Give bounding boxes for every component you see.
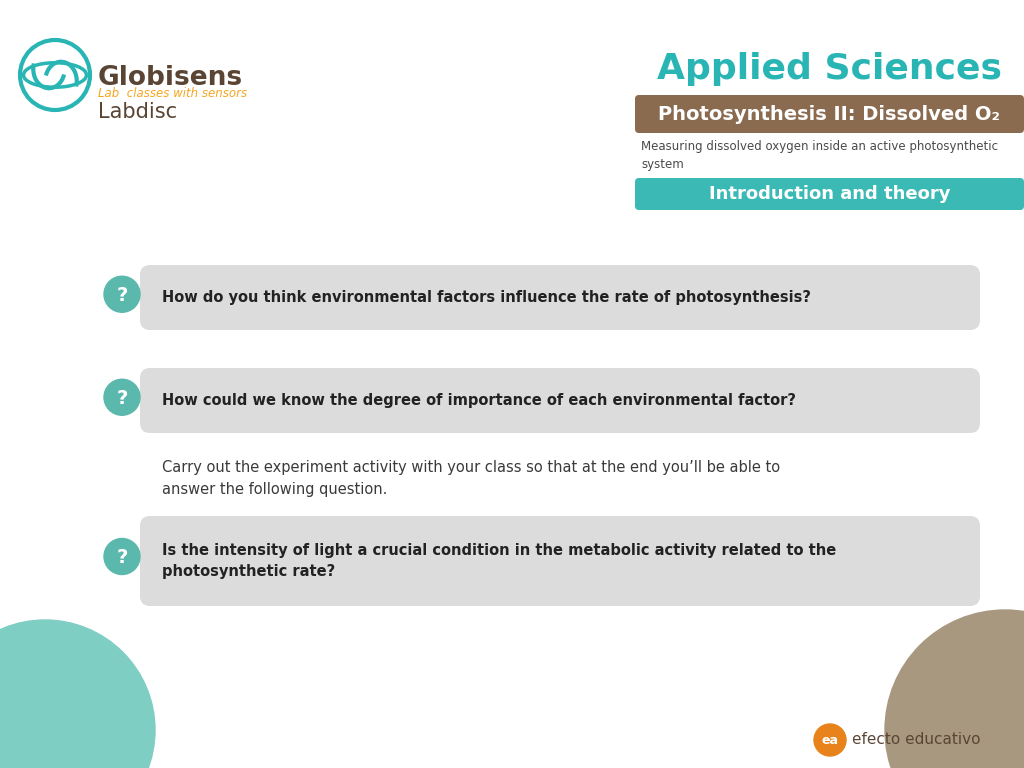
Text: How do you think environmental factors influence the rate of photosynthesis?: How do you think environmental factors i… xyxy=(162,290,811,305)
Text: Lab  classes with sensors: Lab classes with sensors xyxy=(98,87,247,100)
Text: ?: ? xyxy=(117,548,128,567)
FancyBboxPatch shape xyxy=(140,516,980,606)
Text: Introduction and theory: Introduction and theory xyxy=(709,185,950,203)
Circle shape xyxy=(104,379,140,415)
Text: Applied Sciences: Applied Sciences xyxy=(657,52,1002,86)
Text: efecto educativo: efecto educativo xyxy=(852,733,981,747)
Text: Globisens: Globisens xyxy=(98,65,243,91)
Text: Carry out the experiment activity with your class so that at the end you’ll be a: Carry out the experiment activity with y… xyxy=(162,460,780,497)
FancyBboxPatch shape xyxy=(140,368,980,433)
Text: Labdisc: Labdisc xyxy=(98,102,177,122)
FancyBboxPatch shape xyxy=(635,178,1024,210)
Circle shape xyxy=(104,538,140,574)
Text: Photosynthesis II: Dissolved O₂: Photosynthesis II: Dissolved O₂ xyxy=(658,104,1000,124)
FancyBboxPatch shape xyxy=(140,265,980,330)
Text: ?: ? xyxy=(117,389,128,408)
Text: How could we know the degree of importance of each environmental factor?: How could we know the degree of importan… xyxy=(162,393,796,408)
Circle shape xyxy=(885,610,1024,768)
Circle shape xyxy=(0,620,155,768)
Text: Is the intensity of light a crucial condition in the metabolic activity related : Is the intensity of light a crucial cond… xyxy=(162,543,837,579)
Text: ?: ? xyxy=(117,286,128,305)
Text: Measuring dissolved oxygen inside an active photosynthetic
system: Measuring dissolved oxygen inside an act… xyxy=(641,140,998,171)
Text: ea: ea xyxy=(821,734,839,747)
FancyBboxPatch shape xyxy=(635,95,1024,133)
Circle shape xyxy=(104,276,140,313)
Circle shape xyxy=(814,724,846,756)
